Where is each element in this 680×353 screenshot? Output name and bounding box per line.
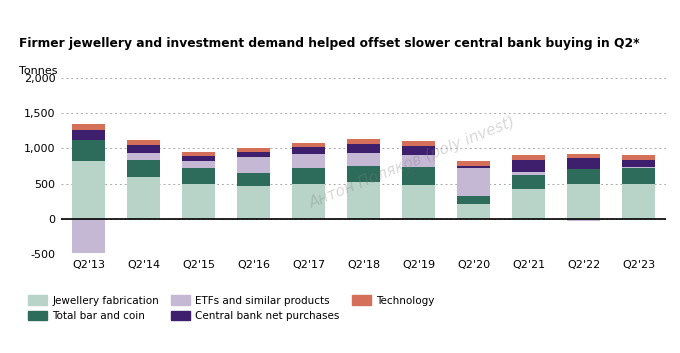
Bar (403, 141, 435, 146)
Bar (292, 154, 325, 168)
Bar (182, 168, 216, 184)
Bar (403, 155, 435, 167)
Bar (458, 161, 490, 166)
Bar (237, 152, 270, 157)
Bar (182, 156, 216, 161)
Bar (127, 177, 160, 219)
Bar (403, 146, 435, 155)
Bar (292, 168, 325, 184)
Bar (567, 219, 600, 221)
Bar (182, 184, 216, 219)
Bar (622, 167, 656, 168)
Bar (403, 167, 435, 185)
Bar (182, 152, 216, 156)
Bar (567, 158, 600, 169)
Bar (458, 168, 490, 196)
Bar (127, 140, 160, 145)
Bar (127, 160, 160, 177)
Bar (347, 182, 380, 219)
Bar (127, 153, 160, 160)
Bar (458, 196, 490, 204)
Bar (237, 186, 270, 219)
Bar (347, 139, 380, 144)
Bar (72, 130, 105, 140)
Text: Tonnes: Tonnes (19, 66, 57, 76)
Bar (347, 166, 380, 182)
Bar (72, 124, 105, 130)
Bar (292, 147, 325, 154)
Bar (347, 144, 380, 153)
Bar (72, 161, 105, 219)
Bar (622, 184, 656, 219)
Bar (237, 148, 270, 152)
Bar (622, 160, 656, 167)
Bar (292, 184, 325, 219)
Bar (458, 166, 490, 168)
Bar (567, 184, 600, 219)
Text: Firmer jewellery and investment demand helped offset slower central bank buying : Firmer jewellery and investment demand h… (19, 37, 639, 50)
Bar (512, 175, 545, 189)
Bar (512, 160, 545, 172)
Bar (347, 153, 380, 166)
Bar (127, 145, 160, 153)
Bar (458, 204, 490, 219)
Bar (403, 185, 435, 219)
Bar (622, 155, 656, 160)
Bar (72, 140, 105, 161)
Bar (567, 154, 600, 158)
Bar (292, 143, 325, 147)
Bar (72, 219, 105, 253)
Bar (567, 169, 600, 184)
Bar (512, 189, 545, 219)
Bar (237, 173, 270, 186)
Bar (182, 161, 216, 168)
Bar (237, 157, 270, 173)
Bar (622, 168, 656, 184)
Bar (512, 172, 545, 175)
Text: Антон Поляков (poly invest): Антон Поляков (poly invest) (307, 114, 517, 211)
Legend: Jewellery fabrication, Total bar and coin, ETFs and similar products, Central ba: Jewellery fabrication, Total bar and coi… (24, 291, 439, 325)
Bar (512, 155, 545, 160)
